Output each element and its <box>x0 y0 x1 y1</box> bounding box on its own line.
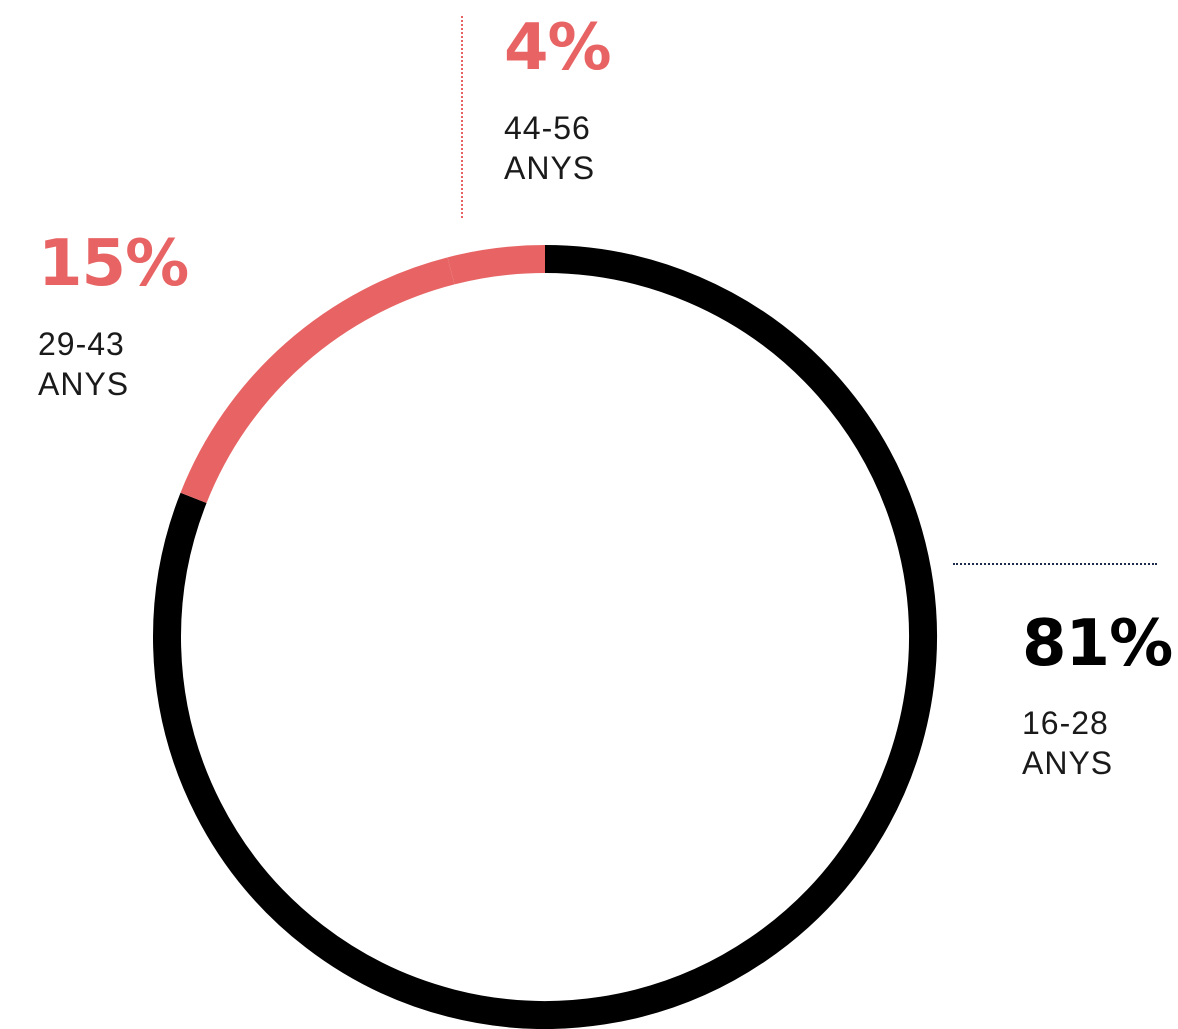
leader-line-16-28 <box>953 563 1157 565</box>
range-value-44-56: 44-56 <box>504 110 591 146</box>
range-label-16-28: 16-28 ANYS <box>1022 703 1113 783</box>
range-label-29-43: 29-43 ANYS <box>38 324 129 404</box>
range-value-16-28: 16-28 <box>1022 705 1109 741</box>
donut-segment-16-28 <box>153 245 937 1029</box>
percent-label-16-28: 81% <box>1022 607 1173 681</box>
range-label-44-56: 44-56 ANYS <box>504 108 595 188</box>
leader-line-44-56 <box>461 16 463 218</box>
donut-segment-44-56 <box>447 245 546 285</box>
range-unit-44-56: ANYS <box>504 150 596 186</box>
range-value-29-43: 29-43 <box>38 326 125 362</box>
percent-label-29-43: 15% <box>38 227 189 301</box>
donut-segment-29-43 <box>180 257 455 504</box>
percent-label-44-56: 4% <box>504 11 612 85</box>
range-unit-16-28: ANYS <box>1022 745 1114 781</box>
range-unit-29-43: ANYS <box>38 366 130 402</box>
